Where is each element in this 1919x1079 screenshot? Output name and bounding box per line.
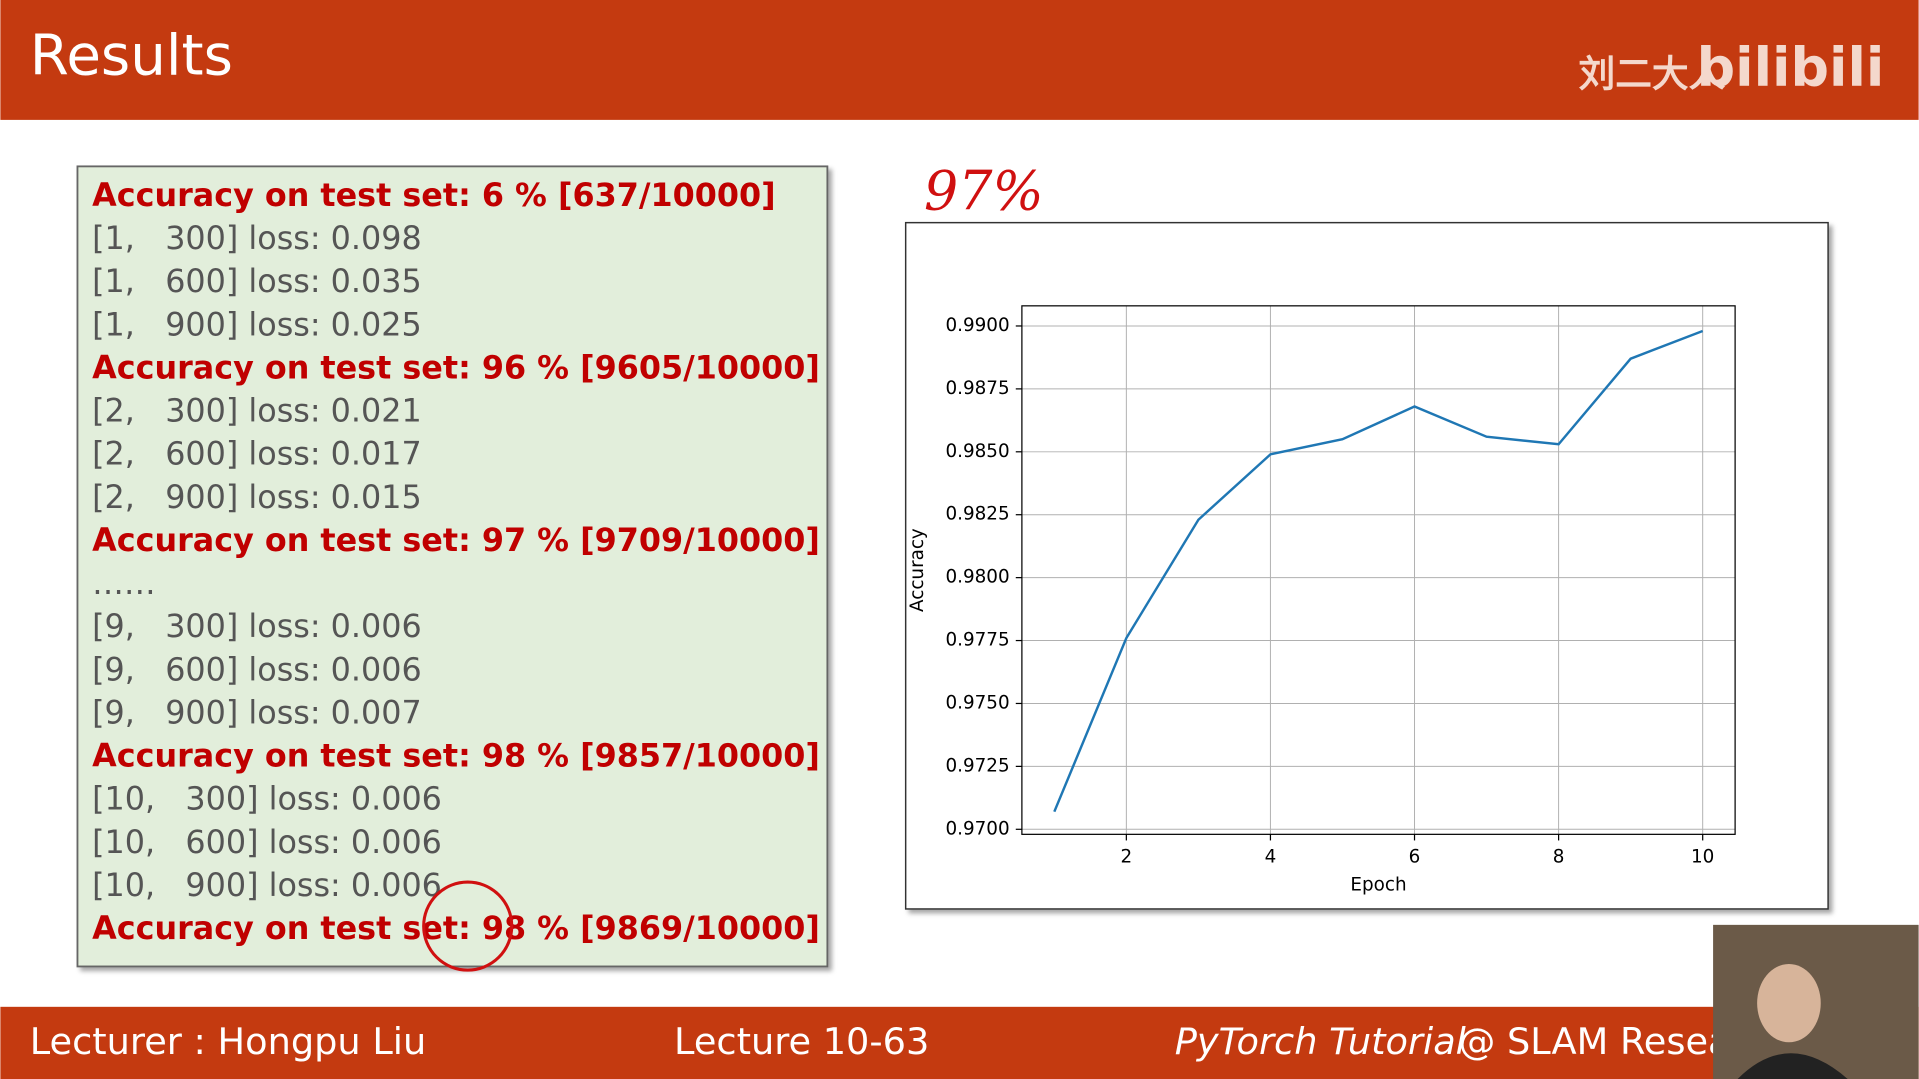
loss-line: [1, 300] loss: 0.098 xyxy=(92,220,422,257)
loss-line: [2, 300] loss: 0.021 xyxy=(92,393,422,430)
loss-line: [9, 900] loss: 0.007 xyxy=(92,694,422,731)
author: 刘二大人 xyxy=(1579,52,1726,95)
logo: bilibili xyxy=(1697,36,1885,99)
accuracy-line: Accuracy on test set: 96 % [9605/10000] xyxy=(92,349,820,386)
x-axis-label: Epoch xyxy=(1350,875,1406,896)
y-tick-label: 0.9875 xyxy=(945,378,1009,399)
accuracy-line: Accuracy on test set: 98 % [9869/10000] xyxy=(92,910,820,947)
y-tick-label: 0.9700 xyxy=(945,818,1009,839)
x-tick-label: 2 xyxy=(1121,847,1133,868)
y-tick-label: 0.9750 xyxy=(945,692,1009,713)
header-bar xyxy=(0,0,1919,120)
group-name: @ SLAM Resea xyxy=(1459,1020,1731,1063)
y-tick-label: 0.9725 xyxy=(945,755,1009,776)
y-tick-label: 0.9800 xyxy=(945,567,1009,588)
plot-frame xyxy=(1021,305,1736,835)
accuracy-line: Accuracy on test set: 98 % [9857/10000] xyxy=(92,738,820,775)
webcam-face xyxy=(1757,964,1821,1043)
slide-title: Results xyxy=(30,23,233,88)
log-box xyxy=(76,165,829,968)
footer-bar xyxy=(0,1006,1919,1079)
data-line xyxy=(1053,329,1704,813)
x-tick-label: 8 xyxy=(1553,847,1565,868)
loss-line: [9, 300] loss: 0.006 xyxy=(92,608,422,645)
loss-line: [9, 600] loss: 0.006 xyxy=(92,651,422,688)
y-tick-label: 0.9850 xyxy=(945,441,1009,462)
x-tick-label: 10 xyxy=(1691,847,1714,868)
handwritten-circle xyxy=(422,880,514,972)
annotation: 97% xyxy=(924,160,1044,223)
loss-line: [10, 900] loss: 0.006 xyxy=(92,867,442,904)
webcam-shirt xyxy=(1737,1053,1848,1079)
loss-line: [2, 600] loss: 0.017 xyxy=(92,436,422,473)
lecture-number: Lecture 10-63 xyxy=(674,1020,929,1063)
loss-line: [10, 600] loss: 0.006 xyxy=(92,824,442,861)
loss-line: [10, 300] loss: 0.006 xyxy=(92,781,442,818)
course-name: PyTorch Tutorial xyxy=(1175,1020,1467,1063)
loss-line: [1, 600] loss: 0.035 xyxy=(92,263,422,300)
y-tick-label: 0.9775 xyxy=(945,630,1009,651)
x-tick-label: 6 xyxy=(1409,847,1421,868)
lecturer: Lecturer : Hongpu Liu xyxy=(30,1020,426,1063)
chart: 0.9700 0.9725 0.9750 0.9775 0.9800 0.9825 0.98… xyxy=(907,305,1736,896)
loss-line: …… xyxy=(92,565,156,602)
figure-frame xyxy=(904,221,1829,910)
y-tick-label: 0.9900 xyxy=(945,315,1009,336)
accuracy-line: Accuracy on test set: 97 % [9709/10000] xyxy=(92,522,820,559)
x-tick-label: 4 xyxy=(1265,847,1277,868)
accuracy-line: Accuracy on test set: 6 % [637/10000] xyxy=(92,177,776,214)
loss-line: [2, 900] loss: 0.015 xyxy=(92,479,422,516)
log-lines: Accuracy on test set: 6 % [637/10000] [1,… xyxy=(92,177,820,947)
loss-line: [1, 900] loss: 0.025 xyxy=(92,306,422,343)
y-tick-label: 0.9825 xyxy=(945,504,1009,525)
y-axis-label: Accuracy xyxy=(907,528,928,612)
